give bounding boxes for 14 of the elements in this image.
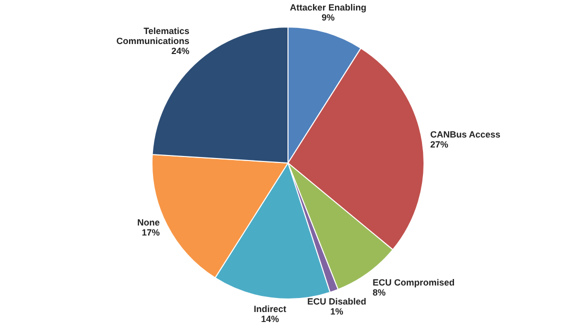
data-label: 14% [260, 314, 279, 324]
slice-label: Telematics Communications [116, 26, 190, 46]
data-label: 8% [372, 288, 386, 298]
slice-label: None [137, 217, 160, 228]
data-label: 17% [142, 227, 160, 238]
slice-label: Attacker Enabling [290, 2, 366, 13]
slice-label: ECU Compromised [372, 278, 455, 288]
data-label: 9% [322, 12, 335, 23]
data-label: 27% [430, 139, 448, 150]
data-label: 1% [330, 306, 344, 316]
slice-label: Indirect [254, 304, 286, 314]
data-label: 24% [171, 46, 190, 56]
slice-label: ECU Disabled [307, 296, 366, 306]
slice-label: CANBus Access [430, 129, 500, 140]
